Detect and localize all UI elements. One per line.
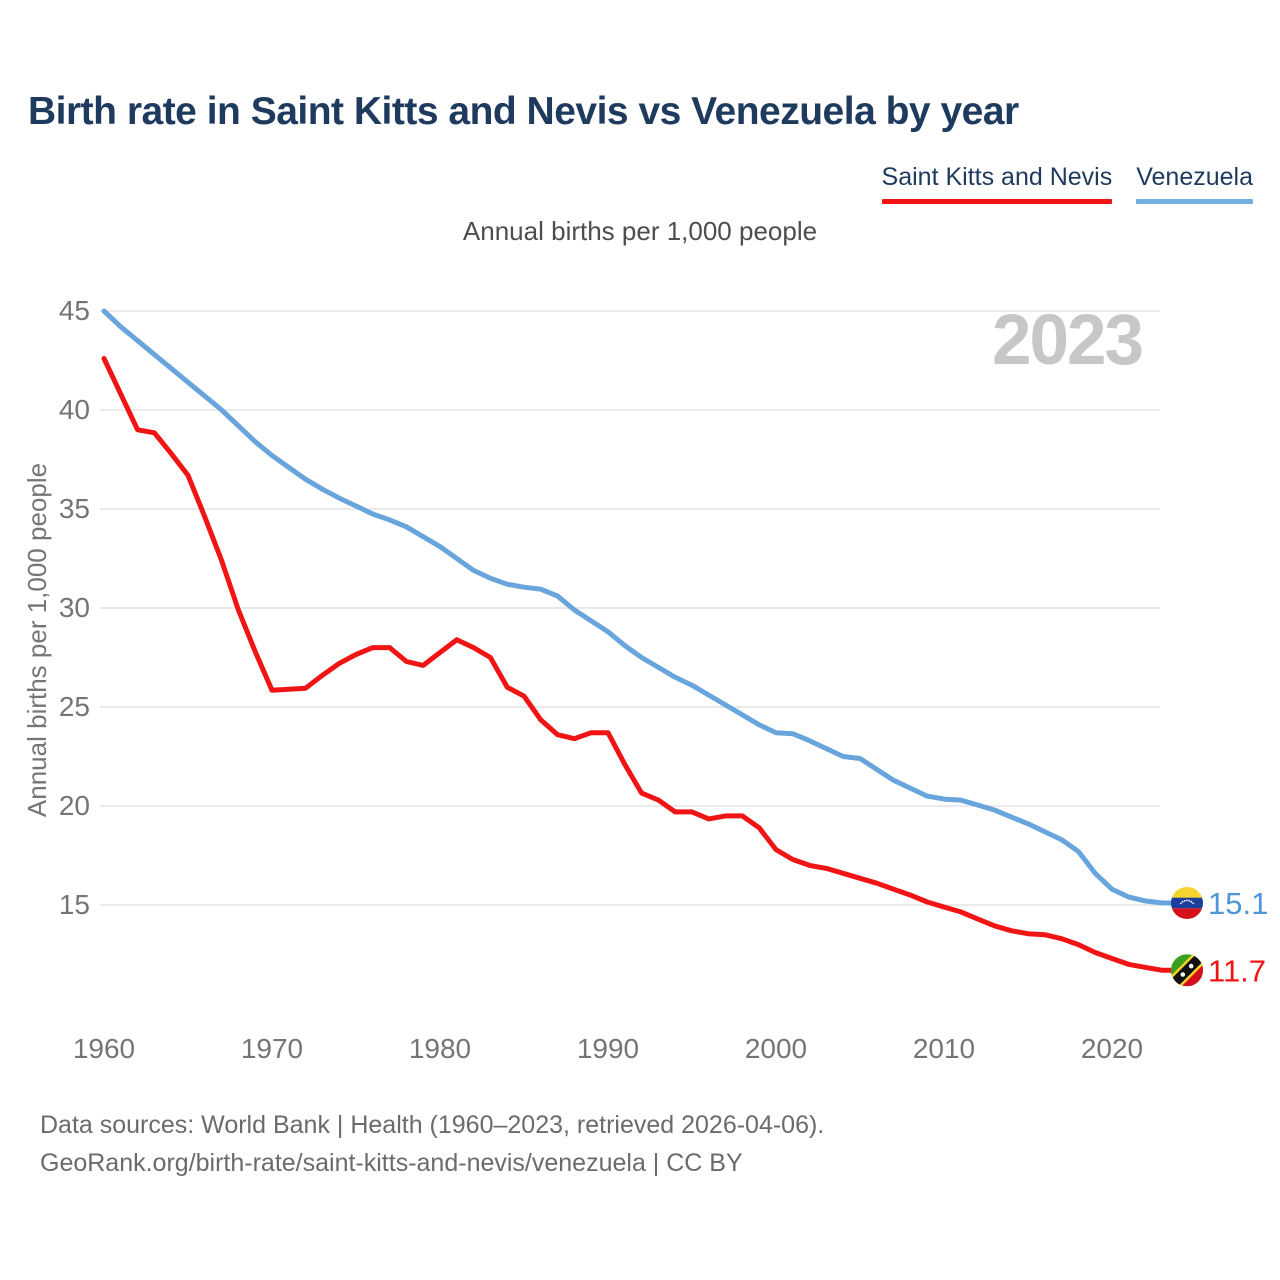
line-series-venezuela [101, 308, 1175, 906]
line-series-saint-kitts-and-nevis [101, 356, 1175, 973]
chart-subtitle: Annual births per 1,000 people [462, 216, 818, 246]
y-tick-label: 30 [59, 592, 90, 623]
legend-item-venezuela[interactable]: Venezuela [1136, 163, 1253, 204]
x-tick-label: 2010 [913, 1033, 975, 1064]
y-tick-label: 45 [59, 295, 90, 326]
end-value-label: 15.1 [1208, 886, 1268, 921]
y-axis-label: Annual births per 1,000 people [22, 463, 52, 817]
data-sources-line: Data sources: World Bank | Health (1960–… [40, 1111, 825, 1139]
y-tick-label: 25 [59, 691, 90, 722]
x-tick-label: 2020 [1081, 1033, 1143, 1064]
x-tick-label: 2000 [745, 1033, 807, 1064]
page-title: Birth rate in Saint Kitts and Nevis vs V… [28, 90, 1019, 133]
x-tick-label: 1970 [241, 1033, 303, 1064]
chart-legend: Saint Kitts and Nevis Venezuela [881, 163, 1253, 204]
venezuela-flag-icon [1171, 887, 1203, 919]
x-tick-label: 1960 [73, 1033, 135, 1064]
y-tick-label: 20 [59, 790, 90, 821]
legend-item-saint-kitts-and-nevis[interactable]: Saint Kitts and Nevis [881, 163, 1113, 204]
y-tick-label: 15 [59, 889, 90, 920]
y-tick-label: 35 [59, 493, 90, 524]
x-tick-label: 1980 [409, 1033, 471, 1064]
saint-kitts-flag-icon [1171, 954, 1203, 987]
attribution-line: GeoRank.org/birth-rate/saint-kitts-and-n… [40, 1149, 743, 1177]
flag-badge-venezuela [1171, 887, 1203, 919]
legend-label: Venezuela [1136, 163, 1253, 191]
flag-badge-saint-kitts-and-nevis [1171, 954, 1203, 987]
chart-footer: Data sources: World Bank | Health (1960–… [40, 1106, 1240, 1182]
x-tick-label: 1990 [577, 1033, 639, 1064]
end-value-label: 11.7 [1208, 953, 1266, 988]
year-watermark: 2023 [992, 301, 1142, 380]
legend-underline-red [881, 199, 1113, 204]
legend-underline-blue [1136, 199, 1253, 204]
legend-label: Saint Kitts and Nevis [881, 163, 1113, 191]
y-tick-label: 40 [59, 394, 90, 425]
